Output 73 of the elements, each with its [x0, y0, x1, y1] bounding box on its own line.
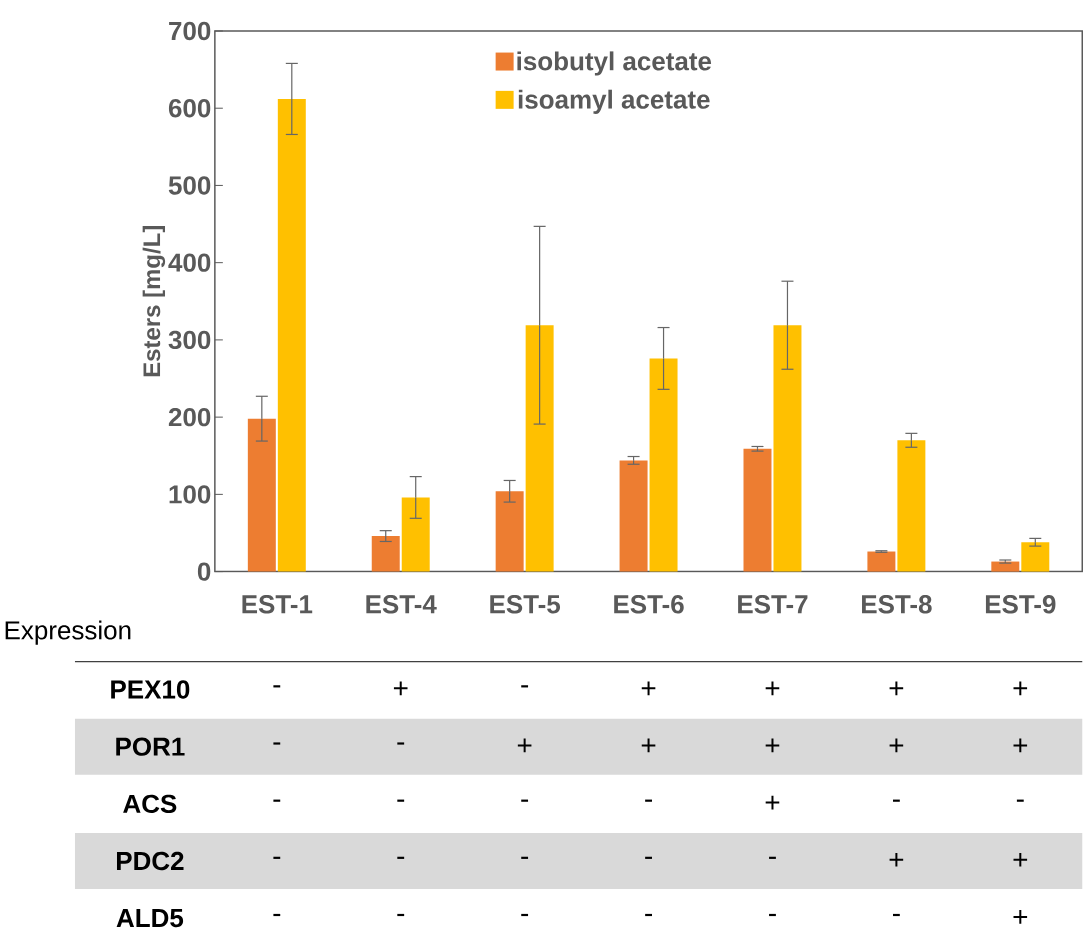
text: +	[889, 852, 904, 867]
text: +	[641, 681, 656, 695]
text: ACS	[123, 794, 177, 813]
bar	[371, 535, 400, 572]
text: -	[521, 856, 529, 859]
text: +	[1013, 681, 1028, 695]
text: +	[889, 681, 904, 695]
text: ALD5	[116, 908, 184, 928]
bar	[867, 551, 896, 572]
y-tick-label: 100	[169, 484, 211, 504]
text: -	[521, 685, 529, 688]
text: Expression	[5, 620, 131, 645]
bar	[277, 98, 306, 572]
bar	[743, 448, 772, 572]
text: -	[397, 913, 405, 916]
text: PDC2	[116, 851, 184, 871]
text: +	[765, 738, 780, 753]
bar	[897, 440, 926, 572]
text: -	[769, 856, 776, 859]
y-tick-label: 600	[168, 98, 211, 118]
x-tick-label: EST-4	[366, 594, 437, 614]
text: -	[769, 913, 776, 916]
text: -	[273, 799, 281, 802]
text: +	[889, 738, 904, 753]
y-tick-label: 500	[168, 176, 211, 195]
text: -	[273, 742, 281, 745]
bar	[525, 325, 554, 572]
x-tick-label: EST-5	[490, 594, 561, 614]
text: +	[765, 681, 780, 695]
bar	[247, 418, 276, 572]
bar	[991, 561, 1020, 572]
y-tick-label: 200	[168, 407, 211, 427]
text: -	[521, 799, 529, 802]
bar	[1021, 542, 1050, 572]
text: -	[892, 913, 900, 916]
text: -	[273, 685, 281, 688]
y-axis-title: Esters [mg/L]	[142, 225, 166, 377]
x-tick-label: EST-7	[738, 594, 808, 614]
text: -	[273, 856, 281, 859]
x-tick-label: EST-8	[862, 594, 932, 614]
text: +	[393, 681, 408, 695]
text: +	[765, 795, 780, 810]
text: POR1	[116, 737, 185, 756]
text: +	[641, 738, 656, 753]
bar	[649, 358, 678, 572]
y-tick-label: 0	[197, 562, 211, 581]
text: +	[1013, 738, 1028, 753]
y-tick-label: 700	[169, 21, 211, 40]
text: -	[397, 856, 405, 859]
bar	[619, 460, 648, 572]
x-tick-label: EST-1	[242, 594, 313, 614]
bar	[773, 325, 802, 572]
text: -	[397, 799, 405, 802]
text: -	[892, 799, 900, 802]
text: -	[397, 742, 405, 745]
text: -	[645, 913, 652, 916]
text: -	[645, 856, 652, 859]
x-tick-label: EST-9	[985, 594, 1056, 614]
x-tick-label: EST-6	[614, 594, 684, 614]
y-tick-label: 300	[168, 330, 211, 349]
bar	[401, 497, 430, 572]
text: +	[1013, 852, 1028, 867]
text: +	[517, 738, 532, 753]
text: -	[273, 913, 281, 916]
text: -	[1016, 799, 1024, 802]
text: -	[645, 799, 652, 802]
y-tick-label: 400	[168, 253, 211, 272]
legend-label: isoamyl acetate	[518, 89, 710, 114]
legend-label: isobutyl acetate	[517, 51, 712, 76]
text: -	[521, 913, 529, 916]
text: PEX10	[111, 680, 190, 699]
bar	[495, 491, 524, 572]
text: +	[1013, 909, 1028, 924]
